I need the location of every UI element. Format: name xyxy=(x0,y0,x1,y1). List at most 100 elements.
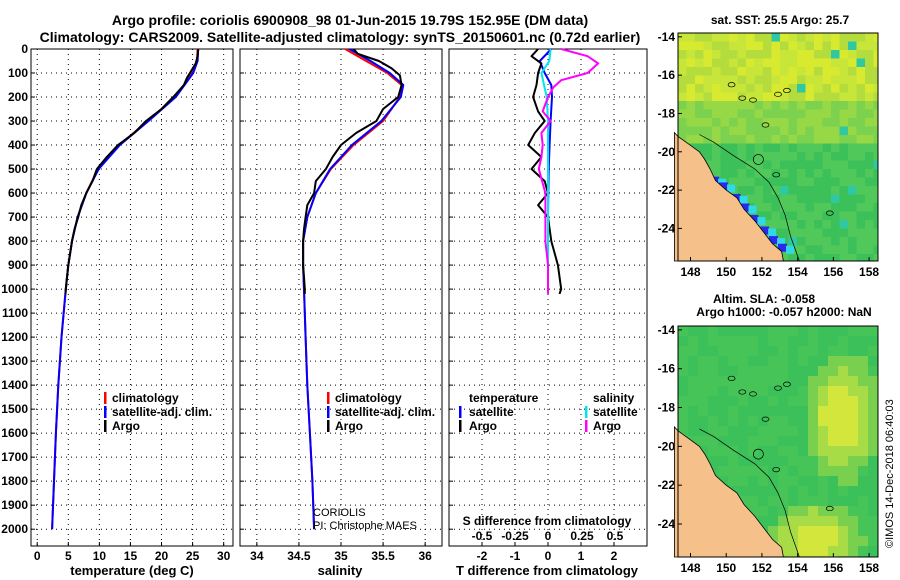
map-cell xyxy=(805,245,815,255)
map-cell xyxy=(703,50,713,59)
map-cell xyxy=(712,58,721,68)
map-cell xyxy=(848,536,859,547)
map-cell xyxy=(808,416,819,427)
map-cell xyxy=(797,160,806,170)
map-cell xyxy=(738,386,749,397)
map-cell xyxy=(708,376,719,387)
map-cell xyxy=(703,67,713,76)
map-cell xyxy=(788,506,799,517)
map-cell xyxy=(788,84,798,93)
map-cell xyxy=(758,506,769,517)
map-cell xyxy=(822,75,832,85)
map-cell xyxy=(818,526,829,537)
map-cell xyxy=(686,101,696,110)
salinity-panel: 34 34.5 35 35.5 36 salinity climatology sate… xyxy=(239,48,443,578)
map-cell xyxy=(831,58,840,68)
map-cell xyxy=(797,186,806,195)
map-cell xyxy=(748,336,759,347)
map-cell xyxy=(738,406,749,417)
map-cell xyxy=(778,516,789,527)
map-cell xyxy=(831,143,840,153)
map-cell xyxy=(698,386,709,397)
map-cell xyxy=(805,194,815,204)
depth-tick-label: 300 xyxy=(8,114,28,128)
map-cell xyxy=(868,466,879,477)
map-cell xyxy=(778,436,789,447)
map-cell xyxy=(848,416,859,427)
map-cell xyxy=(768,526,779,537)
map-cell xyxy=(805,58,815,68)
map-cell xyxy=(868,386,879,397)
map-cell xyxy=(865,50,874,59)
map-cell xyxy=(778,356,789,367)
map-cell xyxy=(808,356,819,367)
map-cell xyxy=(848,436,859,447)
map-cell xyxy=(814,194,823,204)
map-cell xyxy=(758,386,769,397)
map-cell xyxy=(758,466,769,477)
map-cell xyxy=(788,446,799,457)
map-cell xyxy=(839,152,849,161)
map-cell xyxy=(788,426,799,437)
map-cell xyxy=(768,456,779,467)
map-cell xyxy=(729,109,738,119)
map-cell xyxy=(839,84,849,93)
map-cell xyxy=(758,486,769,497)
map-cell xyxy=(805,41,815,51)
map-cell xyxy=(738,446,749,457)
map-cell xyxy=(838,466,849,477)
map-cell xyxy=(868,356,879,367)
map-cell xyxy=(695,41,704,51)
map-cell xyxy=(695,143,704,153)
map-cell xyxy=(763,41,772,51)
map-cell xyxy=(848,169,857,178)
map-cell xyxy=(780,254,789,262)
map-cell xyxy=(868,476,879,487)
map-cell xyxy=(738,496,749,507)
map-cell xyxy=(754,118,764,127)
map-cell xyxy=(788,75,798,85)
land-mass xyxy=(674,131,784,262)
map-cell xyxy=(848,58,857,68)
map-cell xyxy=(768,326,779,337)
map-cell xyxy=(788,536,799,547)
map-cell xyxy=(822,135,832,144)
map-cell xyxy=(708,436,719,447)
map-cell xyxy=(865,75,874,85)
map-lat-label: -16 xyxy=(658,68,676,82)
map-cell xyxy=(788,376,799,387)
map-cell xyxy=(748,476,759,487)
depth-tick-label: 1400 xyxy=(1,378,28,392)
map-cell xyxy=(718,336,729,347)
institution-annotation: CORIOLIS xyxy=(313,507,366,519)
map-cell xyxy=(754,211,764,221)
map-cell xyxy=(873,84,879,93)
map-cell xyxy=(838,536,849,547)
map-cell xyxy=(848,143,857,153)
map-cell xyxy=(818,426,829,437)
map-cell xyxy=(805,118,815,127)
map-cell xyxy=(708,366,719,377)
map-cell xyxy=(865,92,874,102)
map-cell xyxy=(763,33,772,42)
map-cell xyxy=(695,92,704,102)
map-cell xyxy=(746,109,755,119)
map-cell xyxy=(763,220,772,229)
map-cell xyxy=(839,203,849,212)
map-cell xyxy=(695,126,704,136)
map-cell xyxy=(831,237,840,246)
depth-tick-label: 500 xyxy=(8,162,28,176)
map-cell xyxy=(678,58,687,68)
map-cell xyxy=(780,169,789,178)
map-cell xyxy=(839,41,849,51)
map-cell xyxy=(838,526,849,537)
map-cell xyxy=(780,109,789,119)
map-cell xyxy=(818,446,829,457)
map-cell xyxy=(778,406,789,417)
map-cell xyxy=(848,426,859,437)
map-cell xyxy=(831,135,840,144)
map-cell xyxy=(808,386,819,397)
map-cell xyxy=(831,152,840,161)
map-cell xyxy=(838,506,849,517)
map-cell xyxy=(788,436,799,447)
